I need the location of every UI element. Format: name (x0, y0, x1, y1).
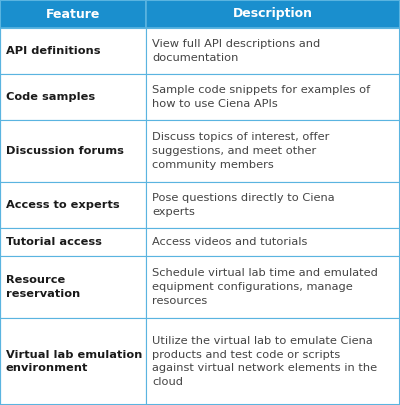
Text: Pose questions directly to Ciena
experts: Pose questions directly to Ciena experts (152, 193, 335, 217)
Bar (0, 0, 146, 28)
Bar (146, 0, 400, 28)
Bar (0, 228, 146, 256)
Bar (146, 120, 400, 182)
Bar (0, 120, 146, 182)
Bar (0, 256, 146, 318)
Text: Access to experts: Access to experts (6, 200, 120, 210)
Text: Resource
reservation: Resource reservation (6, 275, 80, 299)
Text: Discussion forums: Discussion forums (6, 146, 124, 156)
Text: Code samples: Code samples (6, 92, 95, 102)
Bar (146, 182, 400, 228)
Bar (146, 318, 400, 405)
Text: Utilize the virtual lab to emulate Ciena
products and test code or scripts
again: Utilize the virtual lab to emulate Ciena… (152, 336, 377, 387)
Text: API definitions: API definitions (6, 46, 100, 56)
Bar (0, 318, 146, 405)
Bar (146, 228, 400, 256)
Text: Tutorial access: Tutorial access (6, 237, 102, 247)
Text: Virtual lab emulation
environment: Virtual lab emulation environment (6, 350, 142, 373)
Text: Discuss topics of interest, offer
suggestions, and meet other
community members: Discuss topics of interest, offer sugges… (152, 132, 329, 170)
Text: Description: Description (233, 8, 313, 21)
Text: Access videos and tutorials: Access videos and tutorials (152, 237, 307, 247)
Bar (146, 256, 400, 318)
Bar (146, 28, 400, 74)
Bar (0, 28, 146, 74)
Text: Sample code snippets for examples of
how to use Ciena APIs: Sample code snippets for examples of how… (152, 85, 370, 109)
Text: Feature: Feature (46, 8, 100, 21)
Text: Schedule virtual lab time and emulated
equipment configurations, manage
resource: Schedule virtual lab time and emulated e… (152, 269, 378, 306)
Text: View full API descriptions and
documentation: View full API descriptions and documenta… (152, 39, 320, 63)
Bar (0, 182, 146, 228)
Bar (0, 74, 146, 120)
Bar (146, 74, 400, 120)
